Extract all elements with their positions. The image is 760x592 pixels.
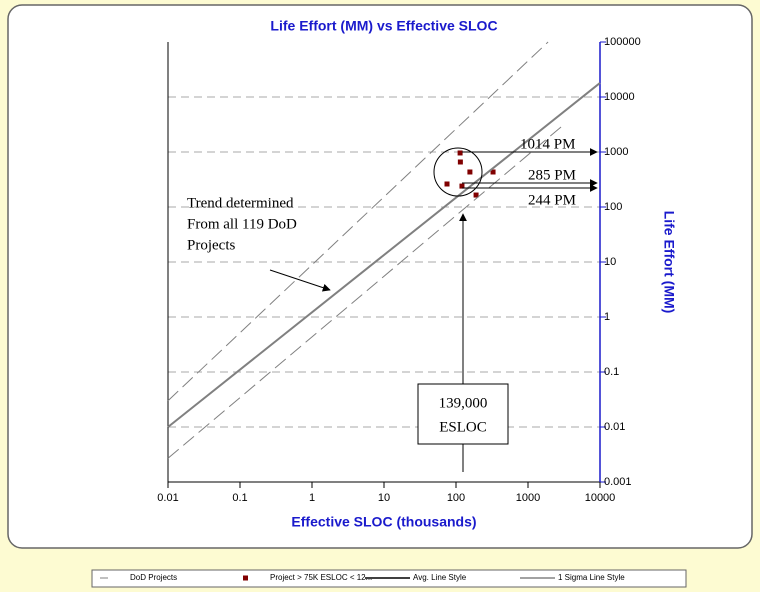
y-tick-label: 0.1 [604,366,619,378]
legend-items: DoD Projects Project > 75K ESLOC < 12... A… [100,573,625,582]
arrow [269,269,331,292]
point [444,181,450,187]
annotation: 139,000 [439,395,488,411]
point [457,159,463,165]
annotation: From all 119 DoD [187,216,297,232]
y-tick-label: 100 [604,201,622,213]
legend-symbol [243,575,248,581]
x-tick-label: 10000 [585,492,616,504]
annotation: 244 PM [528,192,576,208]
annotation: ESLOC [439,419,487,435]
legend-label: Project > 75K ESLOC < 12... [270,573,372,582]
legend-label: DoD Projects [130,573,177,582]
annotation: Projects [187,237,235,253]
x-tick-label: 10 [378,492,390,504]
y-tick-label: 100000 [604,36,641,48]
y-tick-label: 1 [604,311,610,323]
panel [7,4,753,549]
annotation-box [417,383,509,445]
y-tick-label: 10000 [604,91,635,103]
x-tick-label: 0.1 [232,492,247,504]
y-axis-label: Life Effort (MM) [661,211,677,314]
point [473,192,479,198]
y-tick-label: 0.01 [604,421,625,433]
legend-label: 1 Sigma Line Style [558,573,625,582]
point [467,169,473,175]
point [490,169,496,175]
point [457,150,463,156]
y-tick-label: 10 [604,256,616,268]
plot: 0.001 0.01 0.1 1 10 100 1000 10000 100000 0.01 0.1… [157,36,640,504]
y-tick-label: 1000 [604,146,628,158]
x-tick-label: 1000 [516,492,540,504]
x-tick-label: 100 [447,492,465,504]
highlight-ellipse [433,147,483,197]
point [459,183,465,189]
annotation: 1014 PM [520,136,575,152]
x-tick-label: 1 [309,492,315,504]
x-tick-label: 0.01 [157,492,178,504]
y-tick-label: 0.001 [604,476,632,488]
series-line [167,41,565,459]
series-line [167,82,601,428]
legend-label: Avg. Line Style [413,573,467,582]
annotation: 285 PM [528,167,576,183]
annotation: Trend determined [187,195,294,211]
chart-title: Life Effort (MM) vs Effective SLOC [270,18,497,34]
x-axis-label: Effective SLOC (thousands) [291,514,476,530]
